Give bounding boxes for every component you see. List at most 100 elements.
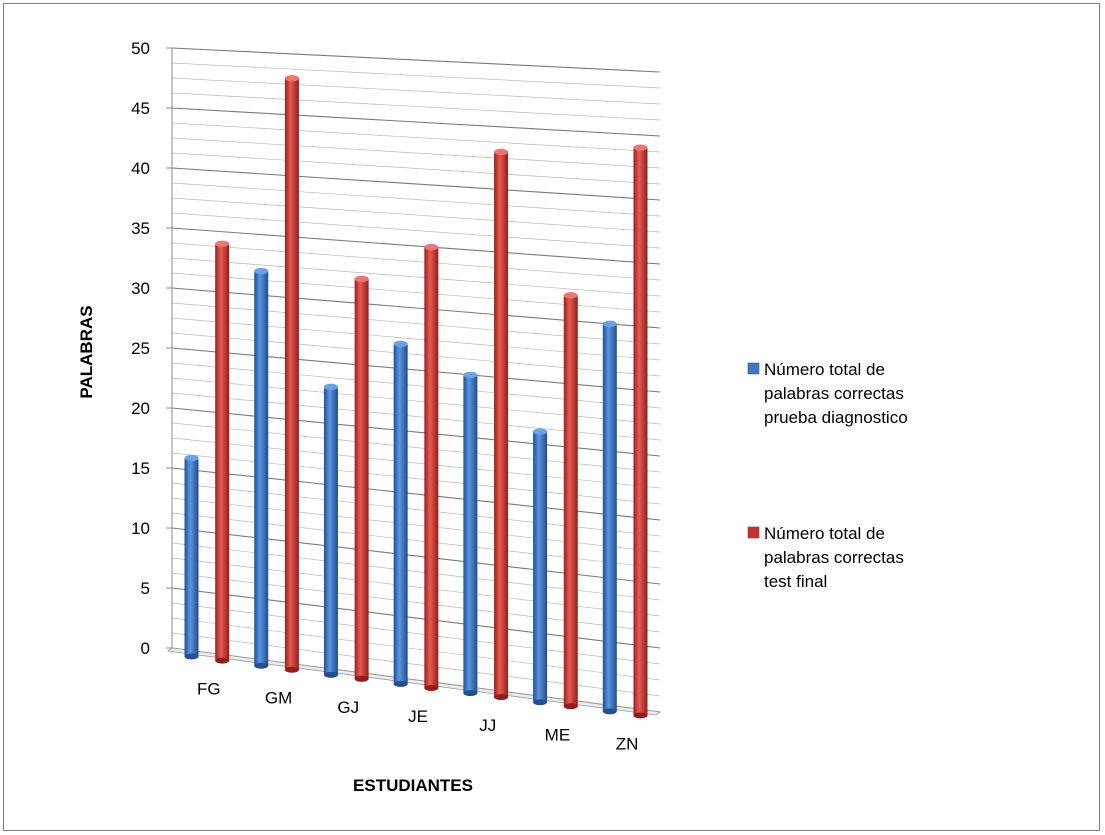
minor-gridline (171, 137, 661, 169)
legend-label: palabras correctas (764, 384, 904, 403)
minor-gridline (171, 182, 661, 217)
minor-gridline (171, 557, 661, 617)
bar-base (184, 653, 199, 660)
y-tick-label: 30 (131, 279, 150, 298)
bar (494, 151, 509, 698)
minor-gridline (171, 92, 661, 121)
y-tick-label: 35 (131, 219, 150, 238)
major-gridline (171, 47, 661, 73)
major-gridline (171, 467, 661, 521)
bar-cap (254, 267, 269, 275)
bar-base (494, 694, 509, 701)
bar (563, 295, 578, 707)
major-gridline (171, 107, 661, 137)
minor-gridline (171, 422, 661, 473)
bar (533, 431, 548, 703)
legend-label: test final (764, 572, 827, 591)
bar-base (254, 662, 269, 669)
bar-base (463, 690, 478, 697)
bar-base (393, 680, 408, 687)
minor-gridline (171, 572, 661, 633)
bar-base (563, 703, 578, 710)
bar-base (354, 675, 369, 682)
bar-cap (533, 428, 548, 435)
minor-gridline (171, 482, 661, 537)
y-tick-label: 25 (131, 339, 150, 358)
minor-gridline (171, 197, 661, 233)
bar (463, 374, 478, 694)
y-tick-label: 0 (141, 639, 150, 658)
minor-gridline (171, 377, 661, 425)
minor-gridline (171, 272, 661, 313)
bar (354, 278, 369, 679)
bar-base (533, 699, 548, 706)
minor-gridline (171, 632, 661, 697)
legend-label: Número total de (764, 524, 885, 543)
minor-gridline (171, 617, 661, 681)
y-axis-label: PALABRAS (77, 305, 96, 398)
legend: Número total de palabras correctas prueba … (747, 360, 908, 591)
minor-gridline (171, 452, 661, 505)
bar-cap (424, 243, 439, 251)
floor (166, 647, 662, 716)
y-tick-label: 10 (131, 519, 150, 538)
minor-gridline (171, 257, 661, 297)
bar (393, 343, 408, 684)
bar-base (633, 712, 648, 719)
bar-cap (284, 75, 299, 82)
bars (184, 75, 648, 719)
major-gridline (171, 407, 661, 457)
x-tick-label: ME (545, 725, 571, 744)
minor-gridline (171, 332, 661, 377)
bar-base (323, 671, 338, 678)
bar-base (284, 666, 299, 673)
bar-cap (215, 240, 230, 247)
major-gridline (171, 527, 661, 585)
bar (184, 458, 199, 657)
axes (166, 47, 662, 716)
y-tick-label: 5 (141, 579, 150, 598)
x-tick-label: FG (197, 680, 221, 699)
bar (254, 271, 269, 666)
legend-label: prueba diagnostico (764, 408, 908, 427)
minor-gridline (171, 212, 661, 249)
bar-cap (184, 454, 199, 462)
minor-gridline (171, 122, 661, 153)
bar-cap (354, 275, 369, 283)
minor-gridline (171, 152, 661, 185)
x-tick-label: ZN (616, 734, 639, 753)
legend-label: palabras correctas (764, 548, 904, 567)
minor-gridline (171, 62, 661, 89)
bar-cap (393, 340, 408, 348)
minor-gridline (171, 392, 661, 441)
legend-label: Número total de (764, 360, 885, 379)
gridlines (171, 47, 661, 713)
minor-gridline (171, 497, 661, 553)
bar (602, 323, 617, 712)
minor-gridline (171, 542, 661, 601)
major-gridline (171, 227, 661, 265)
bar-base (215, 657, 230, 664)
legend-key (747, 526, 760, 539)
bar (424, 247, 439, 689)
minor-gridline (171, 362, 661, 409)
bar-cap (463, 371, 478, 379)
major-gridline (171, 287, 661, 329)
bar (633, 147, 648, 716)
x-tick-label: GJ (337, 698, 359, 717)
x-tick-label: GM (265, 689, 292, 708)
bar-cap (563, 292, 578, 299)
minor-gridline (171, 302, 661, 345)
bar-cap (633, 144, 648, 151)
minor-gridline (171, 242, 661, 281)
minor-gridline (171, 512, 661, 569)
minor-gridline (171, 77, 661, 105)
bar-cap (494, 148, 509, 156)
legend-key (747, 362, 760, 375)
bar-base (602, 708, 617, 715)
minor-gridline (171, 602, 661, 665)
y-tick-label: 45 (131, 99, 150, 118)
y-tick-label: 20 (131, 399, 150, 418)
major-gridline (171, 587, 661, 649)
